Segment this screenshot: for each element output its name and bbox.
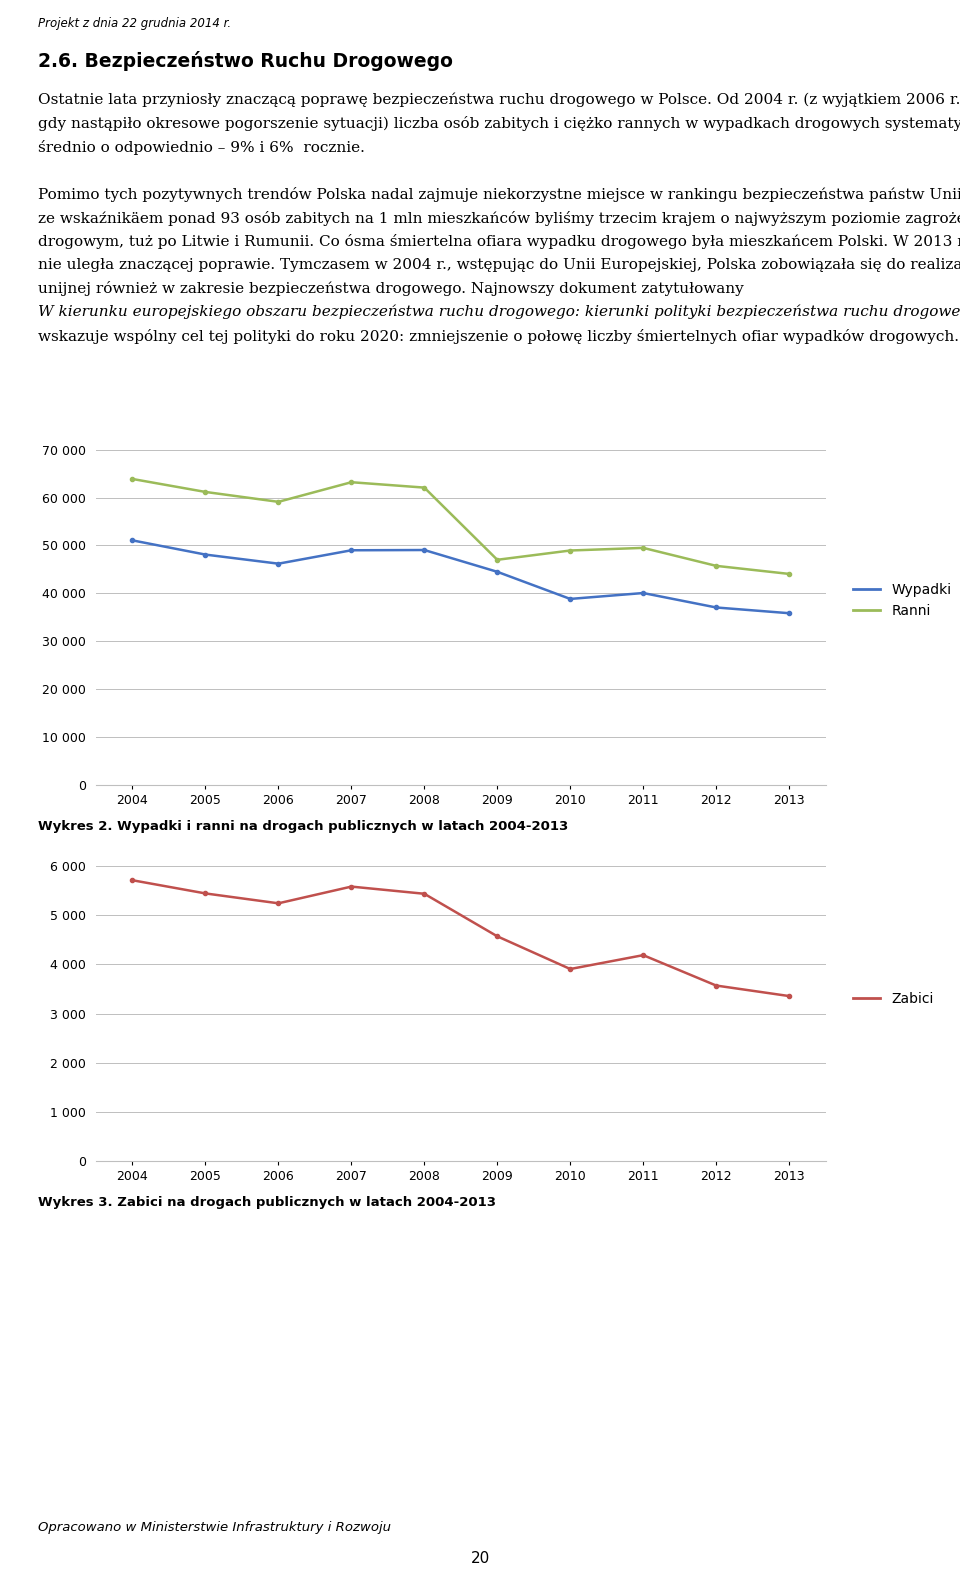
Text: gdy nastąpiło okresowe pogorszenie sytuacji) liczba osób zabitych i ciężko ranny: gdy nastąpiło okresowe pogorszenie sytua… — [38, 116, 960, 131]
Text: 20: 20 — [470, 1552, 490, 1566]
Text: 2.6. Bezpieczeństwo Ruchu Drogowego: 2.6. Bezpieczeństwo Ruchu Drogowego — [38, 51, 453, 72]
Text: Wykres 3. Zabici na drogach publicznych w latach 2004-2013: Wykres 3. Zabici na drogach publicznych … — [38, 1196, 496, 1209]
Text: unijnej również w zakresie bezpieczeństwa drogowego. Najnowszy dokument zatytuło: unijnej również w zakresie bezpieczeństw… — [38, 281, 744, 297]
Text: nie uległa znaczącej poprawie. Tymczasem w 2004 r., wstępując do Unii Europejski: nie uległa znaczącej poprawie. Tymczasem… — [38, 258, 960, 271]
Text: Opracowano w Ministerstwie Infrastruktury i Rozwoju: Opracowano w Ministerstwie Infrastruktur… — [38, 1522, 392, 1534]
Legend: Wypadki, Ranni: Wypadki, Ranni — [847, 577, 957, 624]
Text: drogowym, tuż po Litwie i Rumunii. Co ósma śmiertelna ofiara wypadku drogowego b: drogowym, tuż po Litwie i Rumunii. Co ós… — [38, 234, 960, 249]
Text: Pomimo tych pozytywnych trendów Polska nadal zajmuje niekorzystne miejsce w rank: Pomimo tych pozytywnych trendów Polska n… — [38, 187, 960, 203]
Text: ze wskaźnikäem ponad 93 osób zabitych na 1 mln mieszkańców byliśmy trzecim kraje: ze wskaźnikäem ponad 93 osób zabitych na… — [38, 211, 960, 225]
Legend: Zabici: Zabici — [847, 986, 940, 1011]
Text: wskazuje wspólny cel tej polityki do roku 2020: zmniejszenie o połowę liczby śmi: wskazuje wspólny cel tej polityki do rok… — [38, 329, 959, 343]
Text: średnio o odpowiednio – 9% i 6%  rocznie.: średnio o odpowiednio – 9% i 6% rocznie. — [38, 140, 365, 155]
Text: Ostatnie lata przyniosły znaczącą poprawę bezpieczeństwa ruchu drogowego w Polsc: Ostatnie lata przyniosły znaczącą popraw… — [38, 93, 960, 107]
Text: Projekt z dnia 22 grudnia 2014 r.: Projekt z dnia 22 grudnia 2014 r. — [38, 16, 231, 30]
Text: Wykres 2. Wypadki i ranni na drogach publicznych w latach 2004-2013: Wykres 2. Wypadki i ranni na drogach pub… — [38, 820, 568, 833]
Text: W kierunku europejskiego obszaru bezpieczeństwa ruchu drogowego: kierunki polity: W kierunku europejskiego obszaru bezpiec… — [38, 305, 960, 319]
